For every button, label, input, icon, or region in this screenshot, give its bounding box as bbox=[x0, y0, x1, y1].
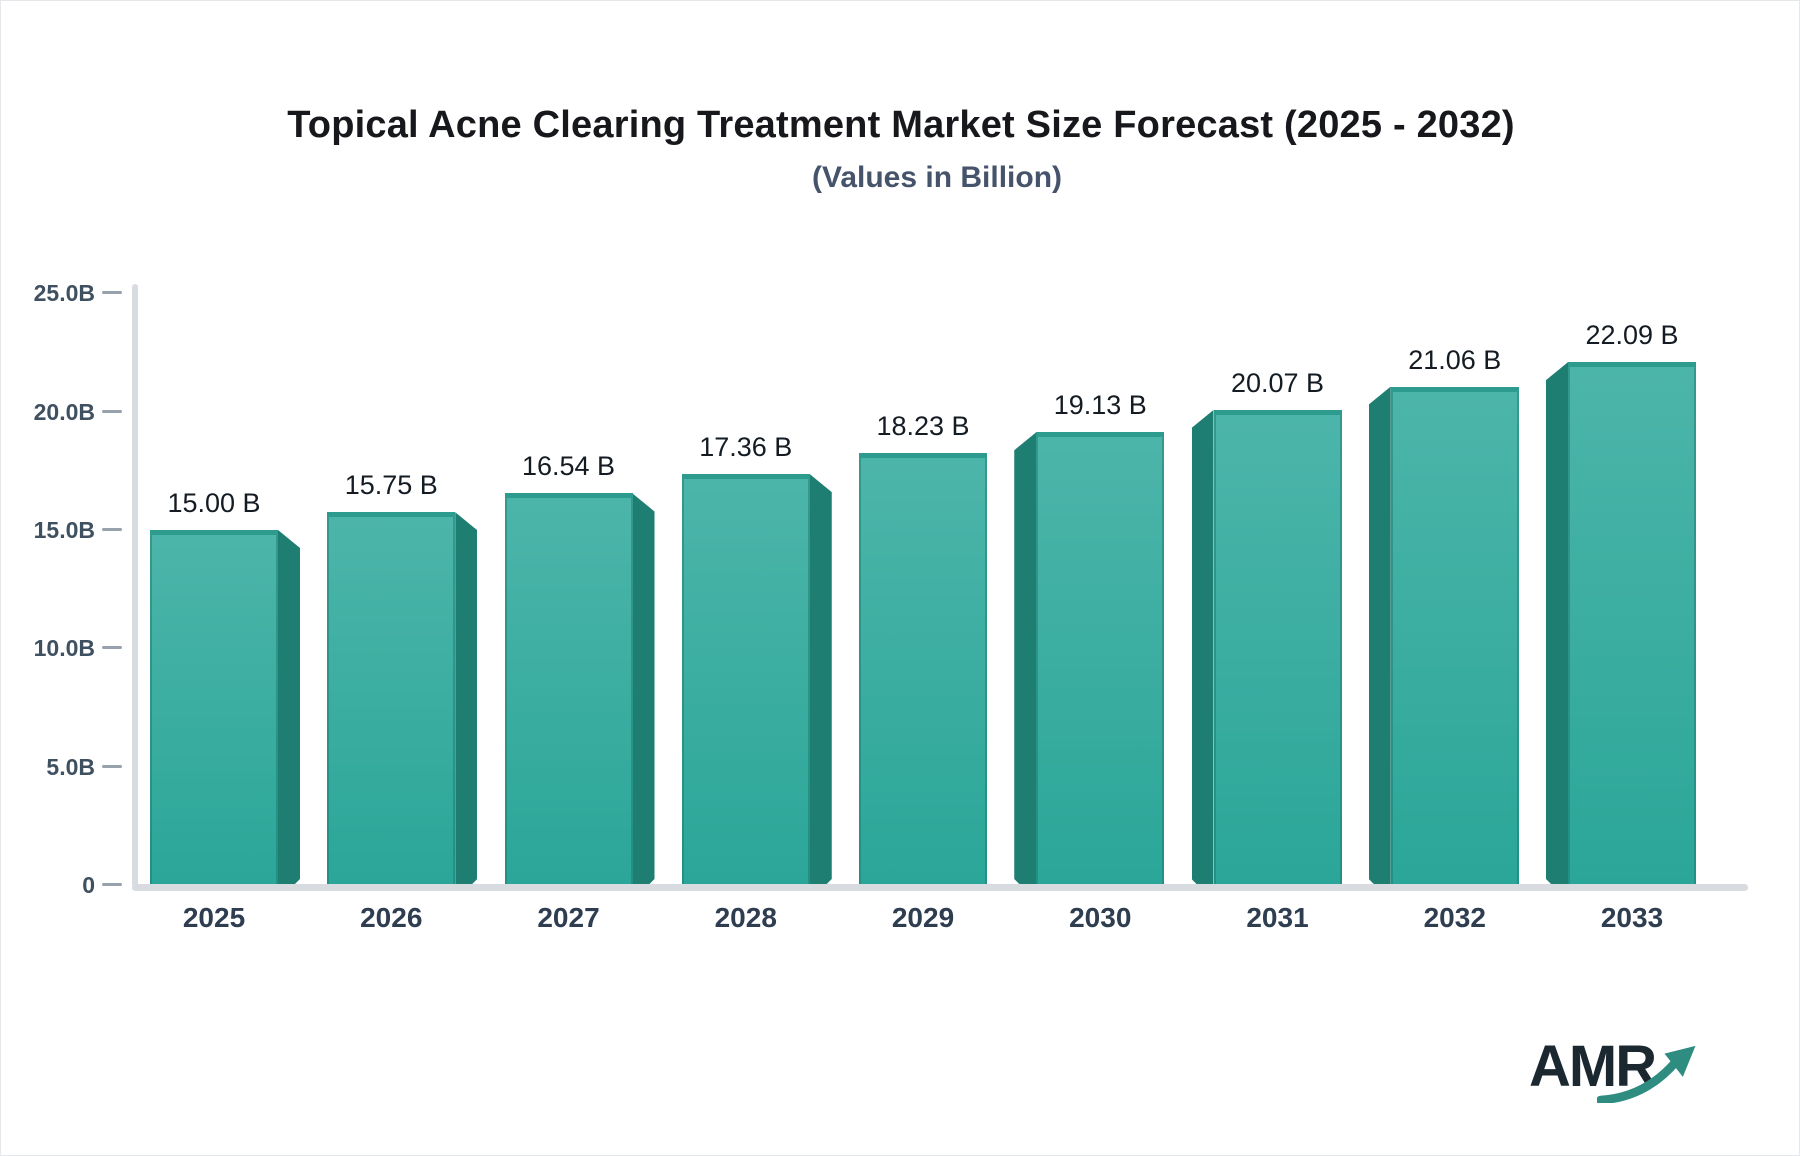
bar-side-2033 bbox=[1546, 362, 1568, 887]
bar-top-edge-2029 bbox=[859, 453, 987, 459]
bar-2029[interactable] bbox=[859, 453, 987, 887]
bar-value-label-2025: 15.00 B bbox=[167, 487, 261, 518]
y-tick-label-0: 0 bbox=[82, 872, 95, 898]
y-axis-line bbox=[132, 284, 138, 885]
bar-top-edge-2027 bbox=[504, 493, 633, 499]
bar-side-2027 bbox=[633, 493, 655, 887]
x-label-2029: 2029 bbox=[891, 902, 955, 933]
y-tick-label-10.0B: 10.0B bbox=[33, 635, 95, 662]
bar-2030[interactable] bbox=[1036, 432, 1165, 887]
bar-value-label-2033: 22.09 B bbox=[1585, 320, 1679, 351]
bar-2031[interactable] bbox=[1213, 409, 1342, 887]
x-label-2025: 2025 bbox=[182, 902, 246, 933]
bar-2025[interactable] bbox=[150, 529, 278, 887]
bar-side-2026 bbox=[455, 512, 477, 887]
bar-top-edge-2033 bbox=[1568, 362, 1696, 368]
x-label-2031: 2031 bbox=[1246, 902, 1309, 933]
bar-2032[interactable] bbox=[1390, 386, 1519, 887]
bar-2028[interactable] bbox=[681, 474, 810, 887]
bar-side-2025 bbox=[278, 530, 300, 887]
bar-value-label-2031: 20.07 B bbox=[1230, 367, 1325, 398]
amr-logo: AMR bbox=[1529, 1037, 1705, 1103]
bar-side-2028 bbox=[810, 474, 832, 887]
bar-top-edge-2025 bbox=[150, 529, 278, 535]
y-tick-label-20.0B: 20.0B bbox=[33, 398, 95, 425]
x-label-2026: 2026 bbox=[360, 902, 423, 933]
cagr-badge: CAGR: 4.96 % bbox=[796, 254, 1078, 321]
bar-side-2032 bbox=[1369, 387, 1391, 887]
bar-value-label-2030: 19.13 B bbox=[1053, 390, 1147, 421]
y-tick-mark bbox=[102, 764, 122, 768]
bar-value-label-2029: 18.23 B bbox=[876, 411, 970, 442]
bar-2033[interactable] bbox=[1568, 362, 1696, 887]
bar-value-label-2028: 17.36 B bbox=[699, 432, 793, 463]
y-tick-mark bbox=[102, 409, 122, 413]
y-tick-mark bbox=[102, 646, 122, 650]
bar-top-edge-2032 bbox=[1390, 386, 1519, 392]
bar-value-label-2032: 21.06 B bbox=[1408, 344, 1502, 375]
y-tick-mark bbox=[102, 527, 122, 531]
chart-title: Topical Acne Clearing Treatment Market S… bbox=[287, 104, 1515, 146]
y-tick-label-15.0B: 15.0B bbox=[33, 516, 95, 543]
x-label-2030: 2030 bbox=[1069, 902, 1132, 933]
chart-subtitle: (Values in Billion) bbox=[811, 161, 1063, 194]
x-label-2033: 2033 bbox=[1600, 902, 1664, 933]
bar-2027[interactable] bbox=[504, 493, 633, 887]
x-label-2032: 2032 bbox=[1423, 902, 1486, 933]
y-tick-label-25.0B: 25.0B bbox=[33, 280, 95, 307]
bar-top-edge-2031 bbox=[1213, 409, 1342, 415]
x-label-2027: 2027 bbox=[537, 902, 600, 933]
amr-logo-arrow-icon bbox=[1597, 1045, 1696, 1103]
y-tick-mark bbox=[102, 291, 122, 295]
x-axis-baseline bbox=[132, 884, 1748, 891]
bar-side-2030 bbox=[1014, 432, 1036, 887]
x-label-2028: 2028 bbox=[714, 902, 777, 933]
bar-top-edge-2028 bbox=[681, 474, 810, 480]
y-tick-mark bbox=[102, 883, 122, 886]
cagr-badge-label: CAGR: 4.96 % bbox=[833, 270, 1041, 304]
bar-top-edge-2026 bbox=[327, 512, 456, 518]
bar-value-label-2026: 15.75 B bbox=[344, 470, 438, 501]
amr-logo-text: AMR bbox=[1529, 1034, 1657, 1099]
bar-side-2031 bbox=[1192, 410, 1214, 887]
bar-top-edge-2030 bbox=[1036, 432, 1165, 438]
y-tick-label-5.0B: 5.0B bbox=[46, 753, 95, 780]
bar-value-label-2027: 16.54 B bbox=[521, 451, 616, 482]
bar-2026[interactable] bbox=[327, 512, 456, 887]
